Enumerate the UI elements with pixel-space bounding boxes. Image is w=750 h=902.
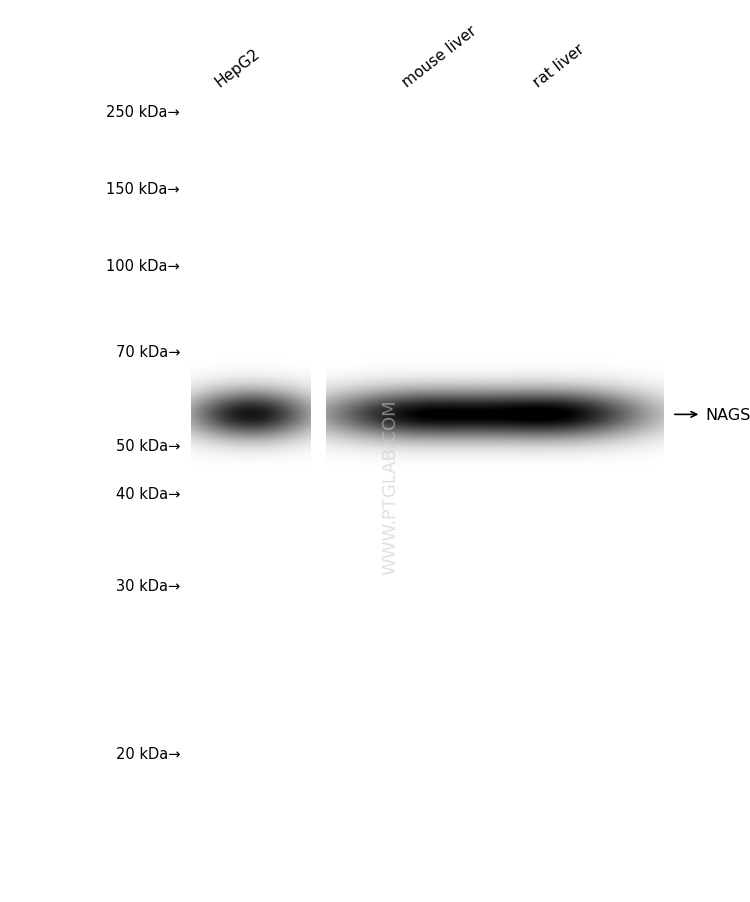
- Text: 50 kDa→: 50 kDa→: [116, 439, 180, 454]
- Text: WWW.PTGLAB.COM: WWW.PTGLAB.COM: [381, 400, 399, 575]
- Text: 30 kDa→: 30 kDa→: [116, 579, 180, 594]
- Bar: [326, 95, 664, 879]
- Text: 70 kDa→: 70 kDa→: [116, 345, 180, 359]
- Text: HepG2: HepG2: [212, 46, 262, 90]
- Text: 20 kDa→: 20 kDa→: [116, 746, 180, 760]
- Text: mouse liver: mouse liver: [400, 23, 479, 90]
- Text: NAGS: NAGS: [705, 408, 750, 422]
- Text: 40 kDa→: 40 kDa→: [116, 487, 180, 502]
- Text: 150 kDa→: 150 kDa→: [106, 182, 180, 197]
- Text: 100 kDa→: 100 kDa→: [106, 259, 180, 273]
- Text: 250 kDa→: 250 kDa→: [106, 106, 180, 120]
- Text: rat liver: rat liver: [531, 41, 587, 90]
- Bar: [191, 95, 311, 879]
